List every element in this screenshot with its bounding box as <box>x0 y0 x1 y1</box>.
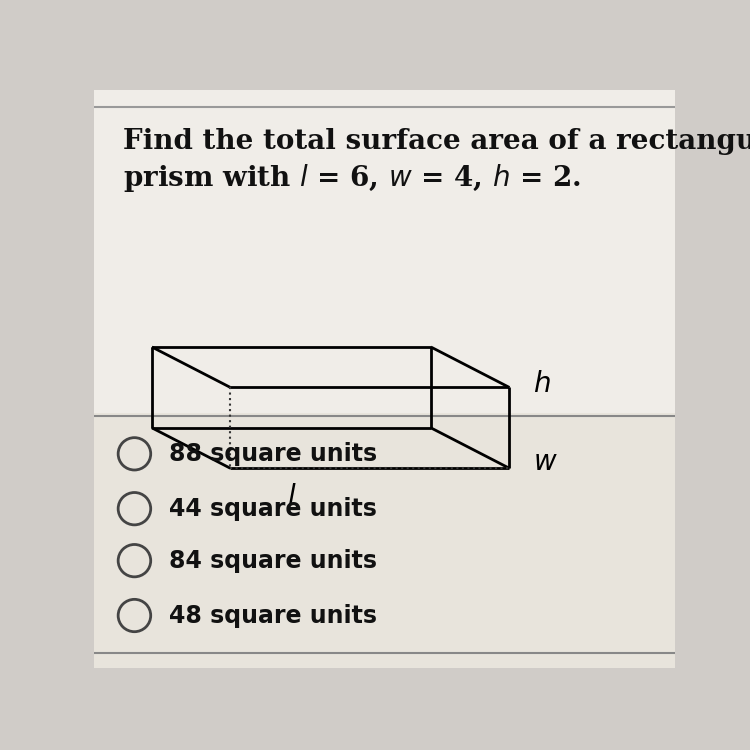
Text: $l$: $l$ <box>286 484 296 511</box>
Text: $h$: $h$ <box>532 371 550 398</box>
Text: 88 square units: 88 square units <box>170 442 377 466</box>
Text: 44 square units: 44 square units <box>170 496 377 520</box>
Text: $w$: $w$ <box>532 449 557 476</box>
Text: 84 square units: 84 square units <box>170 549 377 573</box>
Bar <box>94 413 675 668</box>
Text: Find the total surface area of a rectangular: Find the total surface area of a rectang… <box>123 128 750 154</box>
Text: prism with $l$ = 6, $w$ = 4, $h$ = 2.: prism with $l$ = 6, $w$ = 4, $h$ = 2. <box>123 162 580 194</box>
Bar <box>94 90 675 413</box>
Text: 48 square units: 48 square units <box>170 604 377 628</box>
